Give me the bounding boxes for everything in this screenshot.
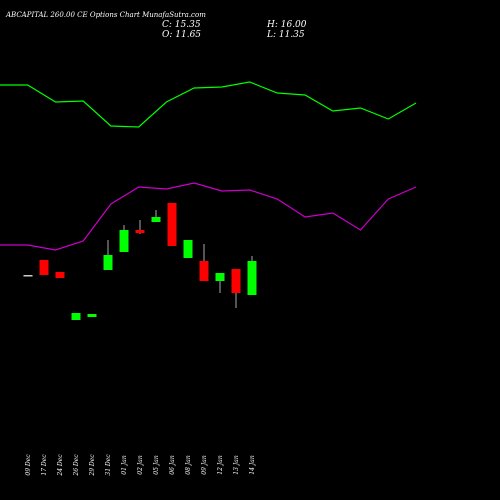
x-tick-label: 31 Dec <box>105 454 112 476</box>
x-tick-label: 29 Dec <box>89 454 96 477</box>
x-tick-label: 09 Dec <box>25 454 32 476</box>
x-tick-label: 26 Dec <box>73 454 80 477</box>
low-value: L: 11.35 <box>267 30 305 40</box>
x-tick-label: 14 Jan <box>249 455 256 475</box>
candle-body <box>199 261 209 281</box>
x-tick-label: 02 Jan <box>137 455 144 475</box>
line-series-0 <box>0 81 417 128</box>
x-tick-label: 13 Jan <box>233 455 240 475</box>
candle-body <box>135 230 145 233</box>
candle-body <box>119 230 129 252</box>
candle-body <box>87 314 97 317</box>
candle-body <box>247 261 257 295</box>
candle-body <box>151 217 161 222</box>
indicator-lines <box>0 81 417 251</box>
candle-body <box>103 255 113 270</box>
close-value: C: 15.35 <box>162 20 201 30</box>
candle-body <box>71 313 81 320</box>
high-value: H: 16.00 <box>267 20 307 30</box>
chart-title: ABCAPITAL 260.00 CE Options Chart Munafa… <box>6 11 206 19</box>
x-tick-label: 09 Jan <box>201 455 208 475</box>
x-tick-label: 01 Jan <box>121 455 128 475</box>
x-axis-labels: 09 Dec 17 Dec 24 Dec 26 Dec 29 Dec 31 Dec 01 J… <box>25 454 256 477</box>
x-tick-label: 12 Jan <box>217 455 224 475</box>
candle-body <box>231 269 241 293</box>
x-tick-label: 17 Dec <box>41 454 48 476</box>
candle-body <box>167 203 177 246</box>
x-tick-label: 24 Dec <box>57 454 64 477</box>
line-series-1 <box>0 182 417 251</box>
candle-body <box>183 240 193 258</box>
candles <box>23 203 257 320</box>
x-tick-label: 08 Jan <box>185 455 192 475</box>
candle-body <box>55 272 65 278</box>
candle-body <box>23 275 33 277</box>
x-tick-label: 06 Jan <box>169 455 176 475</box>
candle-body <box>39 260 49 275</box>
x-tick-label: 05 Jan <box>153 455 160 475</box>
open-value: O: 11.65 <box>162 30 202 40</box>
candle-body <box>215 273 225 281</box>
